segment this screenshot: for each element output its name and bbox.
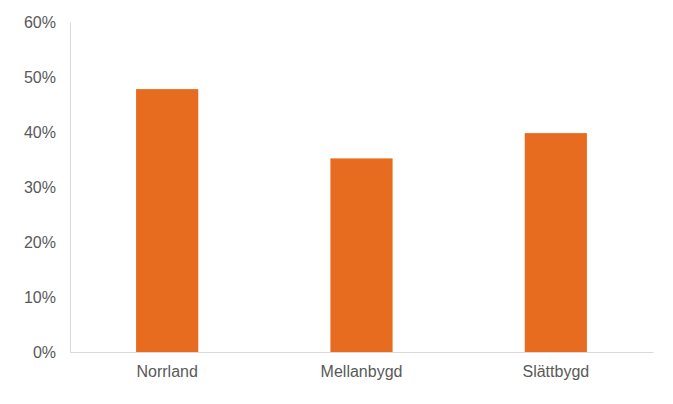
y-tick: 0% [33, 344, 70, 361]
y-tick-label: 30% [24, 179, 56, 196]
y-tick-label: 50% [24, 69, 56, 86]
y-tick: 50% [24, 69, 70, 86]
y-tick: 10% [24, 289, 70, 306]
bars [136, 89, 587, 352]
y-tick-label: 0% [33, 344, 56, 361]
x-tick: Norrland [136, 352, 197, 380]
x-axis-line [71, 352, 654, 353]
x-tick: Slättbygd [522, 352, 589, 380]
y-tick: 40% [24, 124, 70, 141]
y-tick-label: 40% [24, 124, 56, 141]
y-tick: 20% [24, 234, 70, 251]
x-tick-label: Slättbygd [522, 363, 589, 380]
bar [525, 133, 587, 352]
x-axis: Norrland Mellanbygd Slättbygd [71, 352, 654, 380]
bar [136, 89, 198, 352]
y-tick: 60% [24, 14, 70, 31]
y-axis-line [70, 23, 71, 353]
bar [330, 158, 392, 352]
y-tick-label: 10% [24, 289, 56, 306]
x-tick: Mellanbygd [321, 352, 403, 380]
chart: 0% 10% 20% 30% 40% 50% 60% Norrland Mellanbygd Sl… [0, 0, 673, 404]
plot: 0% 10% 20% 30% 40% 50% 60% Norrland Mellanbygd Sl… [24, 14, 654, 381]
y-tick-label: 60% [24, 14, 56, 31]
x-tick-label: Mellanbygd [321, 363, 403, 380]
x-tick-label: Norrland [136, 363, 197, 380]
y-axis: 0% 10% 20% 30% 40% 50% 60% [24, 14, 71, 361]
y-tick: 30% [24, 179, 70, 196]
y-tick-label: 20% [24, 234, 56, 251]
